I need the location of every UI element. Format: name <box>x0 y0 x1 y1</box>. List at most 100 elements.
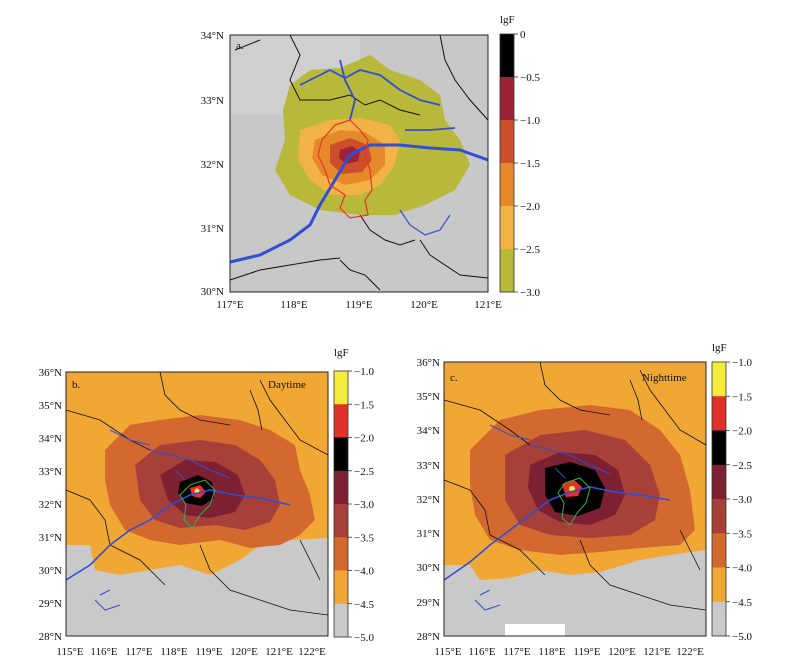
colorbar-c-ticks: −1.0 −1.5 −2.0 −2.5 −3.0 −3.5 −4.0 −4.5 −5.0 <box>726 357 752 643</box>
colorbar-tick-label: −1.5 <box>354 399 374 411</box>
panel-a: a. 34°N 33°N 32°N 31°N 30°N 117°E 118°E … <box>201 14 541 311</box>
colorbar-c-blocks <box>712 362 726 637</box>
lon-tick: 119°E <box>195 646 222 658</box>
panel-c-tag: c. <box>450 372 458 384</box>
lat-ticks-c: 36°N 35°N 34°N 33°N 32°N 31°N 30°N 29°N … <box>417 357 440 643</box>
colorbar-tick-label: −3.5 <box>354 532 374 544</box>
lat-ticks-b: 36°N 35°N 34°N 33°N 32°N 31°N 30°N 29°N … <box>39 367 62 643</box>
colorbar-tick-label: −5.0 <box>354 632 374 644</box>
colorbar-tick-label: −4.5 <box>732 597 752 609</box>
colorbar-tick-label: −2.5 <box>732 460 752 472</box>
colorbar-block <box>712 533 726 568</box>
colorbar-tick-label: −1.5 <box>732 391 752 403</box>
map-a-frame <box>229 34 489 293</box>
colorbar-block <box>334 404 348 438</box>
colorbar-a-label: lgF <box>500 14 515 26</box>
lat-tick: 36°N <box>417 357 440 369</box>
contour-c-level-4.5 <box>505 624 565 636</box>
colorbar-block <box>500 120 514 164</box>
lake-a <box>399 209 451 236</box>
contour-c-level-4.0 <box>444 550 706 636</box>
contour-b-level-4.0 <box>66 538 328 636</box>
river-network-b <box>94 429 231 611</box>
lat-tick: 28°N <box>39 631 62 643</box>
panel-c-title: Nighttime <box>642 372 687 384</box>
source-region-outline-b <box>179 479 216 529</box>
colorbar-block <box>500 249 514 293</box>
lon-tick: 122°E <box>676 646 704 658</box>
colorbar-block <box>334 537 348 571</box>
colorbar-tick-label: −2.5 <box>520 244 540 256</box>
map-b-frame <box>65 371 329 637</box>
lon-tick: 116°E <box>468 646 495 658</box>
lat-tick: 35°N <box>417 391 440 403</box>
colorbar-tick-label: −3.0 <box>520 287 540 299</box>
colorbar-b: lgF −1.0 −1.5 −2.0 −2.5 −3.0 −3.5 −4.0 −4.5 −5.0 <box>333 347 374 644</box>
colorbar-block <box>500 163 514 207</box>
lon-ticks-b: 115°E 116°E 117°E 118°E 119°E 120°E 121°… <box>56 646 326 658</box>
lat-tick: 31°N <box>417 528 440 540</box>
lon-tick: 121°E <box>643 646 671 658</box>
yangtze-river-c <box>443 486 671 581</box>
colorbar-tick-label: −3.5 <box>732 528 752 540</box>
colorbar-b-ticks: −1.0 −1.5 −2.0 −2.5 −3.0 −3.5 −4.0 −4.5 −5.0 <box>348 366 374 644</box>
lat-tick: 34°N <box>201 30 224 42</box>
lon-tick: 121°E <box>265 646 293 658</box>
lon-tick: 120°E <box>230 646 258 658</box>
colorbar-c-label: lgF <box>712 342 727 354</box>
colorbar-tick-label: −1.5 <box>520 158 540 170</box>
lon-tick: 120°E <box>608 646 636 658</box>
colorbar-tick-label: −4.5 <box>354 599 374 611</box>
colorbar-tick-label: −0.5 <box>520 72 540 84</box>
source-region-outline-a <box>317 119 373 219</box>
lon-tick: 117°E <box>125 646 152 658</box>
lat-tick: 32°N <box>201 159 224 171</box>
lon-tick: 117°E <box>216 299 243 311</box>
lat-tick: 31°N <box>39 532 62 544</box>
lat-tick: 35°N <box>39 400 62 412</box>
colorbar-block <box>712 464 726 500</box>
colorbar-tick-label: −2.5 <box>354 466 374 478</box>
lat-tick: 31°N <box>201 223 224 235</box>
colorbar-block <box>712 362 726 397</box>
lon-tick: 115°E <box>56 646 83 658</box>
lat-tick: 33°N <box>201 95 224 107</box>
panel-b-title: Daytime <box>268 379 306 391</box>
lon-ticks-c: 115°E 116°E 117°E 118°E 119°E 120°E 121°… <box>434 646 704 658</box>
panel-b: b. Daytime 36°N 35°N 34°N 33°N 32°N 31°N… <box>39 347 375 658</box>
admin-boundaries-b <box>65 371 329 616</box>
colorbar-tick-label: −1.0 <box>354 366 374 378</box>
lon-tick: 118°E <box>160 646 187 658</box>
lat-tick: 34°N <box>39 433 62 445</box>
colorbar-tick-label: −2.0 <box>732 426 752 438</box>
colorbar-block <box>334 470 348 505</box>
river-network-a <box>299 59 456 131</box>
lon-tick: 122°E <box>298 646 326 658</box>
colorbar-block <box>712 499 726 534</box>
lat-tick: 29°N <box>417 597 440 609</box>
colorbar-tick-label: −1.0 <box>520 115 540 127</box>
colorbar-tick-label: −5.0 <box>732 631 752 643</box>
lat-tick: 36°N <box>39 367 62 379</box>
colorbar-block <box>712 601 726 637</box>
colorbar-c: lgF −1.0 −1.5 −2.0 −2.5 −3.0 −3.5 −4.0 −4.5 −5.0 <box>711 342 752 643</box>
colorbar-block <box>712 567 726 603</box>
lat-tick: 30°N <box>201 286 224 298</box>
colorbar-block <box>334 570 348 605</box>
colorbar-block <box>334 603 348 638</box>
lon-tick: 119°E <box>573 646 600 658</box>
lon-tick: 115°E <box>434 646 461 658</box>
lat-tick: 34°N <box>417 425 440 437</box>
colorbar-tick-label: −3.0 <box>732 494 752 506</box>
map-c <box>443 361 707 637</box>
lat-tick: 33°N <box>417 460 440 472</box>
lat-tick: 30°N <box>39 565 62 577</box>
lon-tick: 120°E <box>410 299 438 311</box>
panel-a-tag: a. <box>236 40 244 52</box>
lon-tick: 119°E <box>345 299 372 311</box>
colorbar-tick-label: 0 <box>520 29 526 41</box>
colorbar-block <box>712 430 726 466</box>
colorbar-block <box>500 206 514 250</box>
panel-b-tag: b. <box>72 379 81 391</box>
